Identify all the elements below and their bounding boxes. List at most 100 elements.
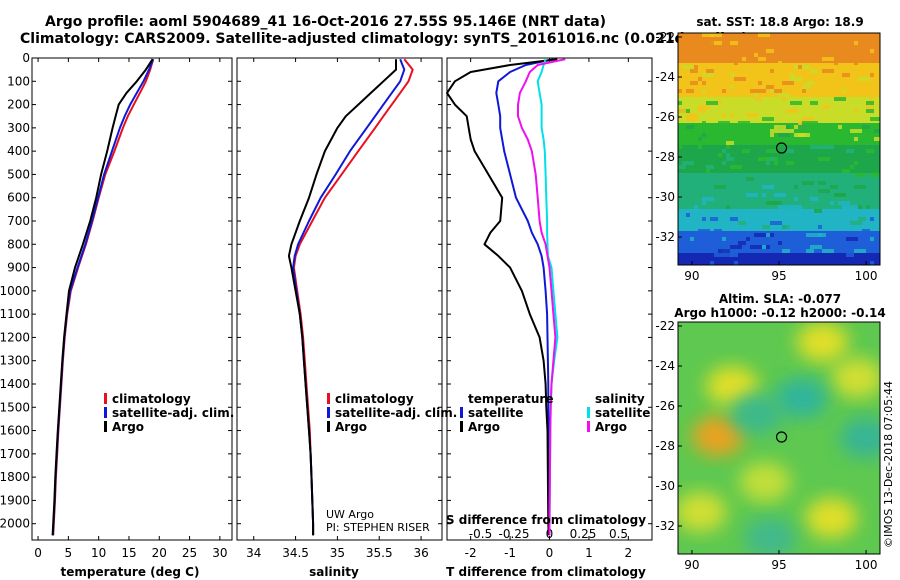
y-tick-label: -26 <box>655 110 675 124</box>
legend-salinity-title: salinity <box>595 392 645 406</box>
sst-pixel <box>710 33 722 37</box>
sst-pixel <box>802 89 806 93</box>
sst-pixel <box>778 133 790 137</box>
sst-pixel <box>726 153 730 157</box>
sst-pixel <box>770 185 774 189</box>
sla-anomaly <box>739 462 792 502</box>
imos-credit: ©IMOS 13-Dec-2018 07:05:44 <box>882 381 895 548</box>
sst-pixel <box>802 181 814 185</box>
sst-pixel <box>722 161 726 165</box>
y-tick-label: -30 <box>655 479 675 493</box>
sst-pixel <box>810 233 822 237</box>
map-image <box>678 322 880 554</box>
sst-pixel <box>746 113 758 117</box>
sst-pixel <box>806 81 814 85</box>
sst-pixel <box>702 33 714 37</box>
sst-pixel <box>714 229 722 233</box>
difference-xlabel: T difference from climatology <box>446 565 646 579</box>
title-line-2: Climatology: CARS2009. Satellite-adjuste… <box>20 31 748 47</box>
sst-pixel <box>722 149 726 153</box>
sst-pixel <box>706 165 714 169</box>
sst-pixel <box>742 57 746 61</box>
sst-pixel <box>686 125 694 129</box>
salinity-diff-tick-label: -0.25 <box>498 527 529 541</box>
y-tick-label: -32 <box>655 230 675 244</box>
sst-pixel <box>722 237 726 241</box>
sst-pixel <box>870 217 874 221</box>
temperature-legend: climatology satellite-adj. clim. Argo <box>104 392 234 434</box>
sst-pixel <box>714 253 726 257</box>
sst-pixel <box>782 97 786 101</box>
x-tick-label: 100 <box>855 269 878 283</box>
sst-pixel <box>730 165 742 169</box>
sst-pixel <box>866 33 870 37</box>
sst-pixel <box>822 249 834 253</box>
legend-swatch-t-satellite <box>460 407 463 418</box>
sst-pixel <box>762 185 774 189</box>
sst-pixel <box>678 89 682 93</box>
sst-pixel <box>802 65 810 69</box>
sst-pixel <box>774 193 786 197</box>
y-tick-label: 100 <box>7 74 30 88</box>
sst-pixel <box>870 117 880 121</box>
sla-anomaly <box>840 418 880 458</box>
sst-pixel <box>802 85 810 89</box>
sst-pixel <box>850 129 862 133</box>
sst-pixel <box>854 137 858 141</box>
sla-anomaly <box>775 378 828 418</box>
sst-pixel <box>758 81 762 85</box>
sst-pixel <box>834 193 846 197</box>
sst-pixel <box>822 69 834 73</box>
x-tick-label: 0 <box>34 546 42 560</box>
salinity-legend: climatology satellite-adj. clim. Argo <box>327 392 457 434</box>
sst-pixel <box>730 85 734 89</box>
sst-pixel <box>758 57 766 61</box>
x-tick-label: 25 <box>182 546 197 560</box>
sst-pixel <box>790 205 802 209</box>
sst-pixel <box>730 253 734 257</box>
sst-pixel <box>710 41 714 45</box>
sst-pixel <box>810 245 822 249</box>
y-tick-label: -22 <box>655 319 675 333</box>
sst-pixel <box>722 113 726 117</box>
legend-temperature-title: temperature <box>468 392 553 406</box>
series-line-argo <box>287 59 397 536</box>
sst-pixel <box>846 149 854 153</box>
sst-pixel <box>702 197 714 201</box>
y-tick-label: 1300 <box>0 354 30 368</box>
salinity-diff-tick-label: 0.25 <box>570 527 597 541</box>
sst-pixel <box>866 109 874 113</box>
sst-pixel <box>698 229 710 233</box>
sst-pixel <box>702 133 706 137</box>
sst-pixel <box>870 33 878 37</box>
sst-pixel <box>814 209 822 213</box>
sst-pixel <box>854 173 866 177</box>
sst-pixel <box>870 261 874 265</box>
legend-swatch-satellite <box>104 407 107 418</box>
legend-climatology: climatology <box>112 392 191 406</box>
plot-frame <box>236 57 443 541</box>
sst-pixel <box>754 89 766 93</box>
sla-anomaly <box>705 366 758 406</box>
x-tick-label: 95 <box>771 269 786 283</box>
y-tick-label: 1900 <box>0 493 30 507</box>
sst-pixel <box>770 221 782 225</box>
sla-anomaly <box>796 322 849 362</box>
x-tick-label: -1 <box>504 546 516 560</box>
sst-pixel <box>730 41 738 45</box>
x-tick-label: 10 <box>91 546 106 560</box>
series-line-satellite-adj-clim- <box>292 58 406 536</box>
sst-pixel <box>870 173 880 177</box>
sst-pixel <box>746 37 758 41</box>
salinity-diff-tick-label: -0.5 <box>469 527 492 541</box>
y-tick-label: -30 <box>655 190 675 204</box>
pi-note-1: UW Argo <box>326 508 374 521</box>
sst-pixel <box>730 113 734 117</box>
sst-pixel <box>686 89 694 93</box>
sst-pixel <box>770 257 774 261</box>
sst-pixel <box>802 53 806 57</box>
sst-pixel <box>690 69 698 73</box>
map-image <box>678 33 880 265</box>
sst-pixel <box>862 229 870 233</box>
sst-pixel <box>810 197 818 201</box>
